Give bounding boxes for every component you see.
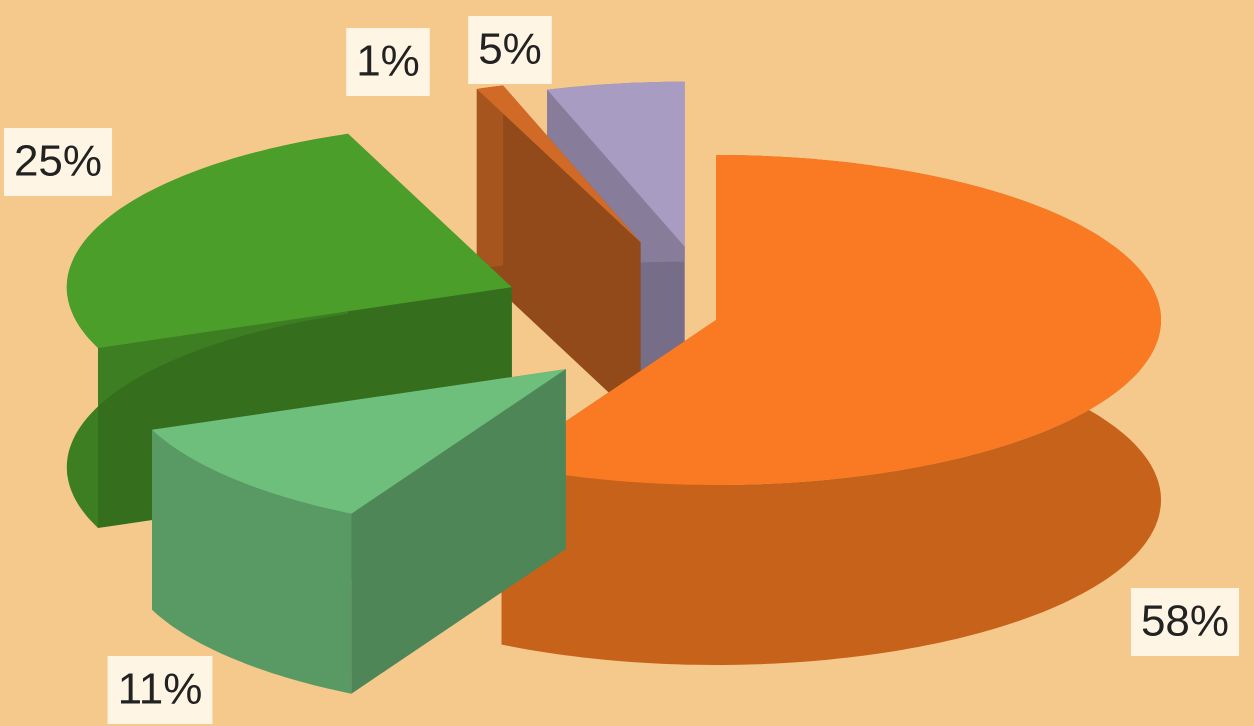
slice xyxy=(547,81,685,247)
data-label: 25% xyxy=(14,137,102,186)
label-box xyxy=(107,656,213,724)
label-box xyxy=(346,28,430,96)
data-label: 1% xyxy=(356,37,420,86)
data-label: 11% xyxy=(118,665,203,714)
slice-wall xyxy=(152,429,352,694)
slice xyxy=(501,155,1162,485)
label-box xyxy=(468,16,552,84)
slice xyxy=(476,85,641,243)
label-box xyxy=(1130,588,1240,656)
slice-side xyxy=(503,85,641,423)
slice xyxy=(66,133,512,348)
data-label: 5% xyxy=(478,25,542,74)
slice xyxy=(152,369,566,514)
slice-wall xyxy=(476,85,504,269)
label-box xyxy=(3,128,113,196)
data-label: 58% xyxy=(1141,597,1229,646)
